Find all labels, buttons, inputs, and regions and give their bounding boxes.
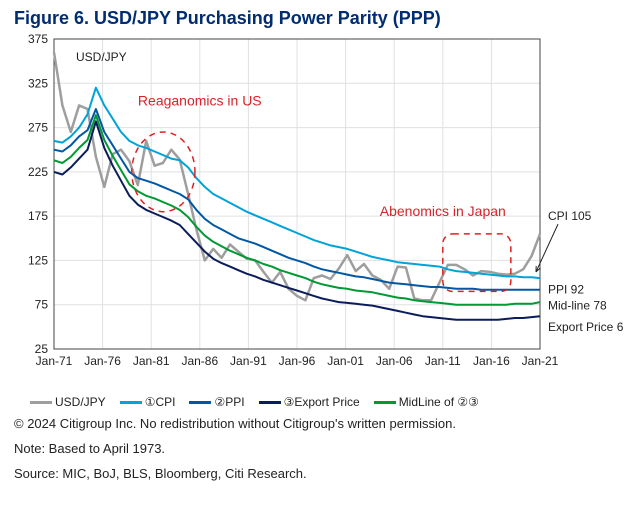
svg-text:75: 75	[35, 298, 49, 312]
legend-item: ③Export Price	[259, 395, 360, 409]
chart-legend: USD/JPY ①CPI ②PPI ③Export Price MidLine of ②…	[0, 395, 640, 409]
legend-label: USD/JPY	[55, 395, 106, 409]
note-line: Note: Based to April 1973.	[14, 440, 626, 459]
copyright-line: © 2024 Citigroup Inc. No redistribution …	[14, 415, 626, 434]
svg-text:325: 325	[28, 76, 48, 90]
source-line: Source: MIC, BoJ, BLS, Bloomberg, Citi R…	[14, 465, 626, 484]
svg-text:175: 175	[28, 209, 48, 223]
svg-text:Jan-86: Jan-86	[181, 354, 218, 368]
legend-item: ①CPI	[120, 395, 176, 409]
svg-text:375: 375	[28, 33, 48, 46]
svg-text:225: 225	[28, 165, 48, 179]
chart-area: 2575125175225275325375Jan-71Jan-76Jan-81…	[14, 33, 624, 393]
legend-swatch	[259, 401, 281, 404]
svg-text:Abenomics in Japan: Abenomics in Japan	[380, 203, 506, 219]
chart-svg: 2575125175225275325375Jan-71Jan-76Jan-81…	[14, 33, 624, 393]
legend-swatch	[374, 401, 396, 404]
legend-swatch	[189, 401, 211, 404]
legend-item: MidLine of ②③	[374, 395, 479, 409]
legend-swatch	[30, 401, 52, 404]
svg-text:PPI 92: PPI 92	[548, 283, 584, 297]
legend-label: ②PPI	[214, 395, 244, 409]
svg-text:CPI 105: CPI 105	[548, 209, 592, 223]
svg-text:USD/JPY: USD/JPY	[76, 50, 127, 64]
svg-text:125: 125	[28, 253, 48, 267]
svg-text:Jan-01: Jan-01	[327, 354, 364, 368]
legend-item: ②PPI	[189, 395, 244, 409]
svg-text:Jan-21: Jan-21	[522, 354, 559, 368]
svg-text:Jan-06: Jan-06	[376, 354, 413, 368]
svg-text:Jan-76: Jan-76	[84, 354, 121, 368]
svg-text:Mid-line 78: Mid-line 78	[548, 299, 607, 313]
legend-label: ③Export Price	[284, 395, 360, 409]
svg-text:Export Price 62: Export Price 62	[548, 320, 624, 334]
chart-title: Figure 6. USD/JPY Purchasing Power Parit…	[0, 0, 640, 33]
legend-label: MidLine of ②③	[399, 395, 479, 409]
svg-text:Jan-91: Jan-91	[230, 354, 267, 368]
svg-text:Jan-71: Jan-71	[36, 354, 73, 368]
svg-text:Reaganomics in US: Reaganomics in US	[138, 92, 262, 108]
svg-text:Jan-16: Jan-16	[473, 354, 510, 368]
svg-text:Jan-96: Jan-96	[279, 354, 316, 368]
legend-label: ①CPI	[145, 395, 176, 409]
svg-text:275: 275	[28, 121, 48, 135]
svg-text:Jan-81: Jan-81	[133, 354, 170, 368]
svg-text:Jan-11: Jan-11	[425, 354, 461, 368]
legend-swatch	[120, 401, 142, 404]
legend-item: USD/JPY	[30, 395, 106, 409]
